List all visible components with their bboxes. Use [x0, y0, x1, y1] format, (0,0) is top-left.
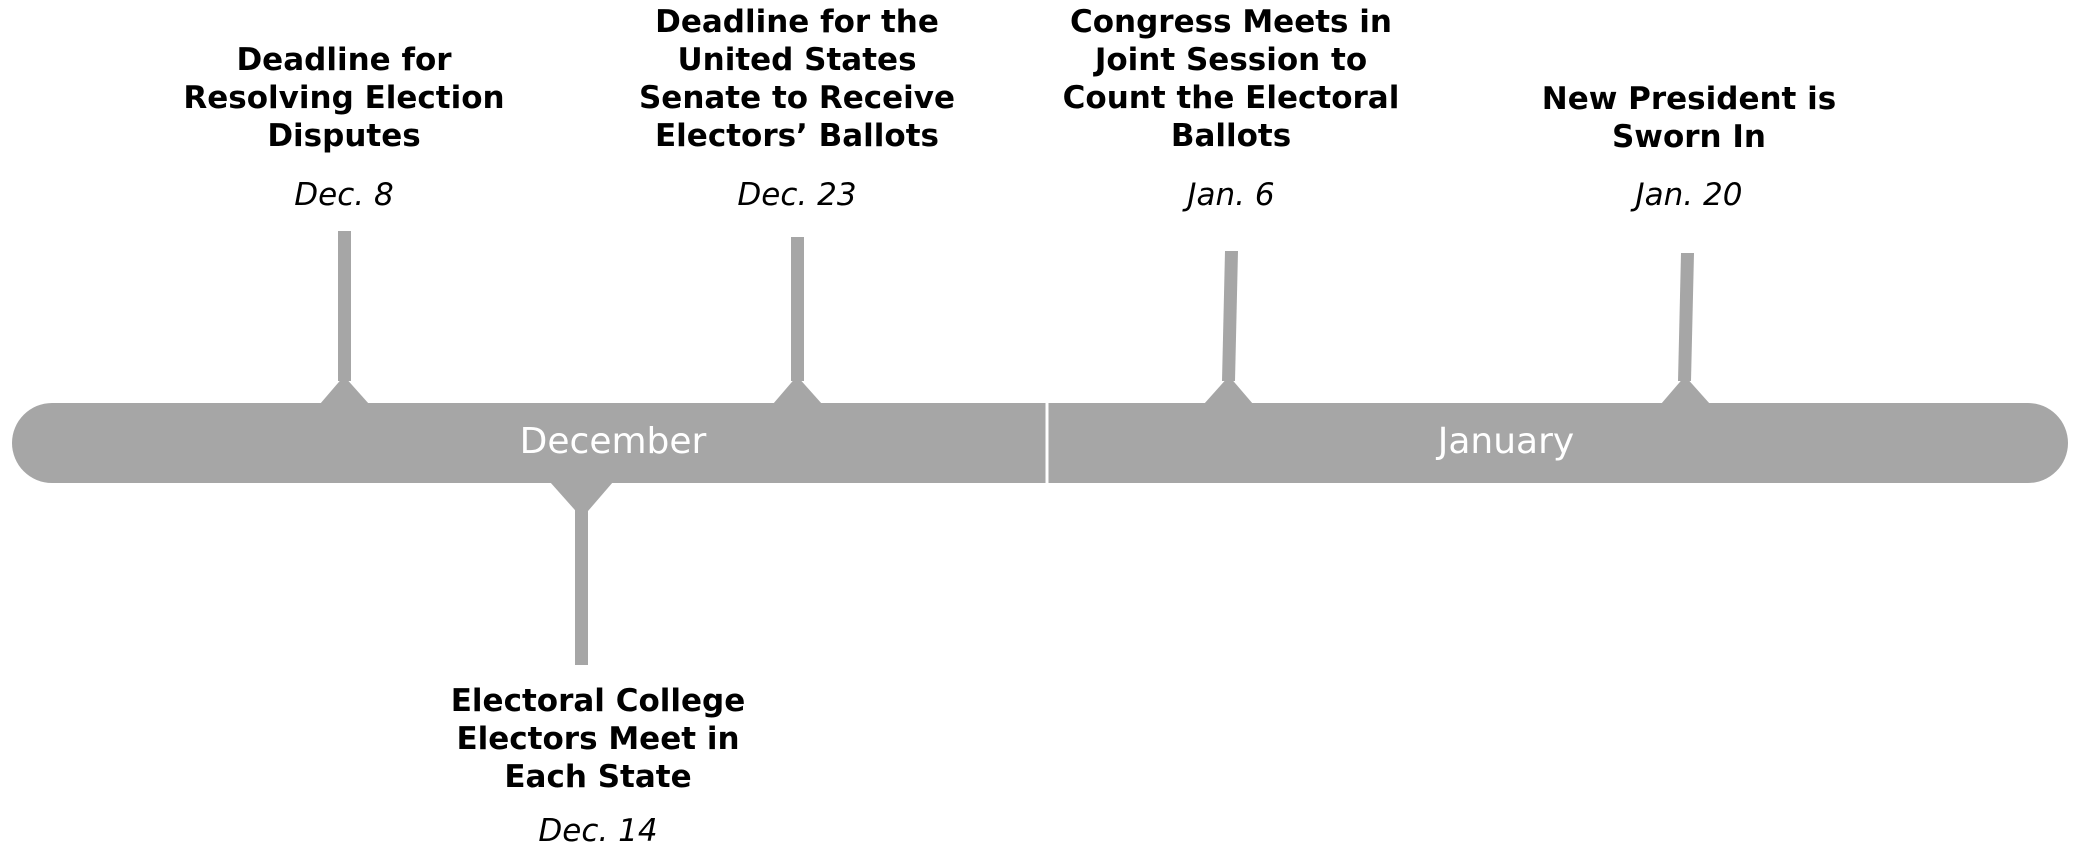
connector-jan-6 [1204, 251, 1253, 404]
event-title-jan-6: Congress Meets in Joint Session to Count… [1062, 4, 1400, 154]
month-label-january: January [1437, 421, 1575, 462]
event-title-dec-23: Deadline for the United States Senate to… [638, 4, 956, 154]
event-date-dec-14: Dec. 14 [538, 813, 658, 849]
event-title-jan-20: New President is Sworn In [1541, 81, 1837, 155]
event-title-dec-14: Electoral College Electors Meet in Each … [450, 683, 746, 795]
event-date-dec-23: Dec. 23 [737, 177, 857, 213]
event-date-jan-6: Jan. 6 [1187, 177, 1275, 213]
connector-dec-23 [773, 237, 822, 404]
event-title-dec-8: Deadline for Resolving Election Disputes [183, 42, 505, 154]
connector-jan-20 [1661, 253, 1710, 404]
event-date-dec-8: Dec. 8 [294, 177, 394, 213]
event-date-jan-20: Jan. 20 [1635, 177, 1743, 213]
connector-dec-8 [320, 231, 369, 404]
month-label-december: December [519, 421, 707, 462]
timeline-bar [12, 403, 2068, 483]
connector-dec-14 [550, 482, 613, 665]
